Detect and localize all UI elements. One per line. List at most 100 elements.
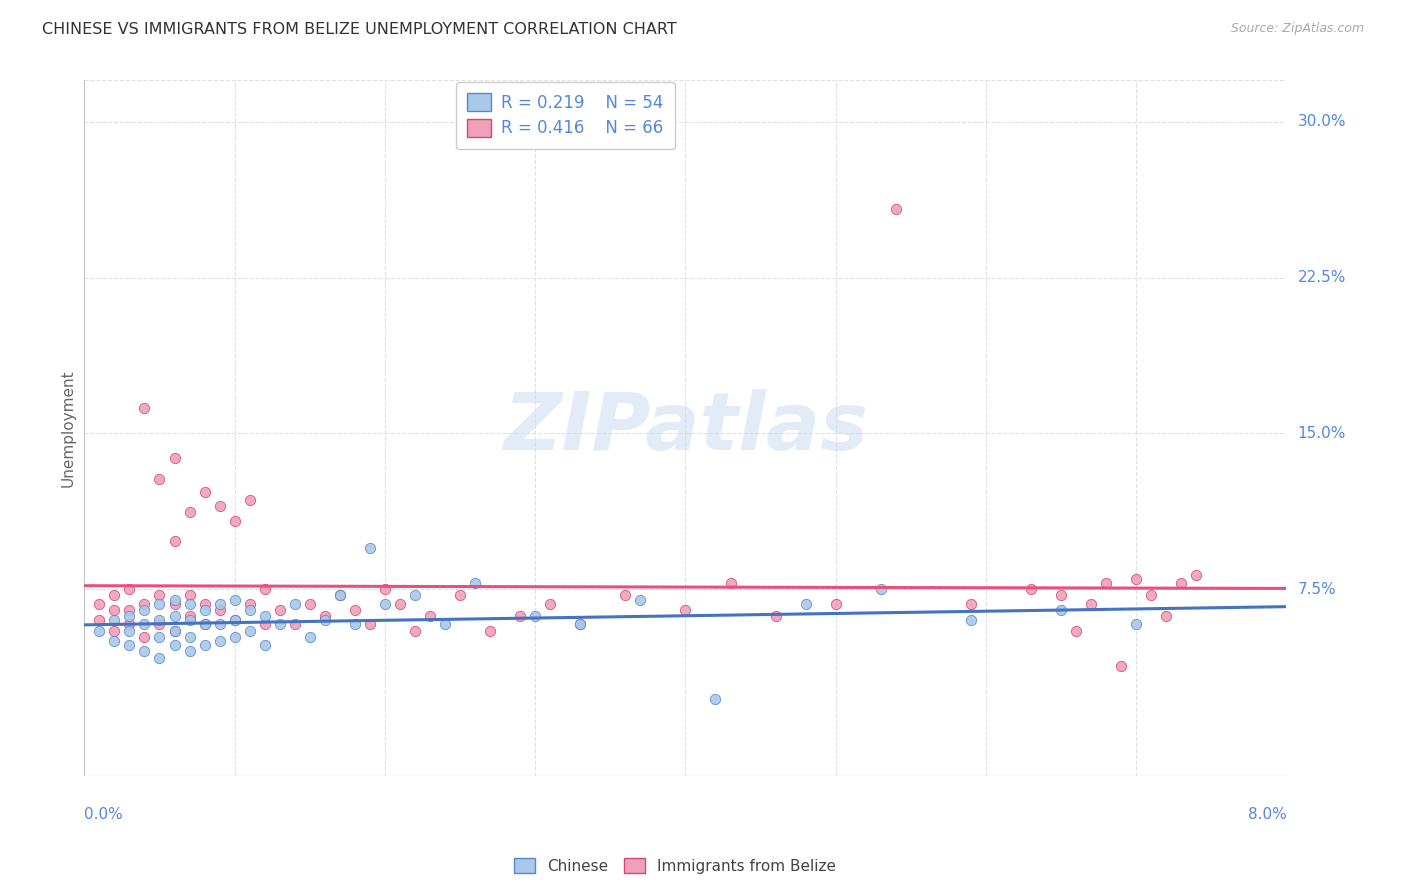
Point: [1095, 575, 1118, 590]
Point: [359, 541, 381, 555]
Text: 22.5%: 22.5%: [1298, 270, 1346, 285]
Point: [284, 617, 307, 632]
Point: [208, 499, 231, 513]
Point: [134, 644, 156, 658]
Point: [404, 588, 426, 602]
Point: [404, 624, 426, 638]
Point: [269, 617, 291, 632]
Point: [419, 609, 441, 624]
Point: [179, 609, 201, 624]
Point: [194, 638, 217, 652]
Point: [1050, 588, 1073, 602]
Point: [89, 613, 111, 627]
Point: [134, 597, 156, 611]
Point: [224, 592, 246, 607]
Point: [1080, 597, 1102, 611]
Point: [179, 630, 201, 644]
Point: [224, 613, 246, 627]
Point: [194, 617, 217, 632]
Point: [794, 597, 817, 611]
Point: [148, 588, 170, 602]
Point: [148, 472, 170, 486]
Point: [479, 624, 502, 638]
Point: [524, 609, 547, 624]
Point: [239, 492, 262, 507]
Point: [329, 588, 352, 602]
Point: [434, 617, 457, 632]
Point: [103, 634, 125, 648]
Point: [89, 624, 111, 638]
Point: [134, 617, 156, 632]
Point: [103, 613, 125, 627]
Point: [103, 603, 125, 617]
Point: [148, 613, 170, 627]
Point: [569, 617, 592, 632]
Point: [194, 597, 217, 611]
Point: [253, 582, 276, 596]
Text: 0.0%: 0.0%: [84, 807, 124, 822]
Point: [464, 575, 486, 590]
Point: [1170, 575, 1192, 590]
Point: [1019, 582, 1042, 596]
Point: [208, 603, 231, 617]
Point: [208, 617, 231, 632]
Point: [163, 451, 186, 466]
Point: [628, 592, 651, 607]
Point: [239, 597, 262, 611]
Point: [1125, 617, 1147, 632]
Point: [89, 597, 111, 611]
Text: Source: ZipAtlas.com: Source: ZipAtlas.com: [1230, 22, 1364, 36]
Point: [704, 692, 727, 706]
Point: [1109, 659, 1132, 673]
Point: [208, 597, 231, 611]
Point: [163, 592, 186, 607]
Point: [960, 597, 983, 611]
Point: [614, 588, 637, 602]
Point: [298, 597, 321, 611]
Point: [388, 597, 411, 611]
Point: [765, 609, 787, 624]
Point: [194, 603, 217, 617]
Point: [179, 644, 201, 658]
Point: [538, 597, 561, 611]
Point: [374, 597, 396, 611]
Point: [284, 597, 307, 611]
Point: [224, 613, 246, 627]
Legend: Chinese, Immigrants from Belize: Chinese, Immigrants from Belize: [508, 852, 842, 880]
Point: [253, 638, 276, 652]
Point: [1185, 567, 1208, 582]
Text: ZIPatlas: ZIPatlas: [503, 389, 868, 467]
Text: CHINESE VS IMMIGRANTS FROM BELIZE UNEMPLOYMENT CORRELATION CHART: CHINESE VS IMMIGRANTS FROM BELIZE UNEMPL…: [42, 22, 676, 37]
Point: [343, 603, 366, 617]
Point: [118, 609, 141, 624]
Point: [179, 613, 201, 627]
Point: [208, 634, 231, 648]
Point: [359, 617, 381, 632]
Point: [239, 603, 262, 617]
Point: [163, 609, 186, 624]
Text: 8.0%: 8.0%: [1247, 807, 1286, 822]
Point: [118, 582, 141, 596]
Point: [253, 609, 276, 624]
Point: [163, 597, 186, 611]
Point: [134, 603, 156, 617]
Point: [1050, 603, 1073, 617]
Point: [103, 588, 125, 602]
Point: [179, 597, 201, 611]
Point: [179, 505, 201, 519]
Point: [134, 401, 156, 416]
Point: [179, 588, 201, 602]
Point: [148, 650, 170, 665]
Y-axis label: Unemployment: Unemployment: [60, 369, 76, 487]
Point: [343, 617, 366, 632]
Point: [374, 582, 396, 596]
Point: [509, 609, 531, 624]
Point: [298, 630, 321, 644]
Point: [720, 575, 742, 590]
Point: [869, 582, 891, 596]
Point: [569, 617, 592, 632]
Point: [118, 617, 141, 632]
Point: [824, 597, 846, 611]
Point: [118, 603, 141, 617]
Legend: R = 0.219    N = 54, R = 0.416    N = 66: R = 0.219 N = 54, R = 0.416 N = 66: [456, 82, 675, 149]
